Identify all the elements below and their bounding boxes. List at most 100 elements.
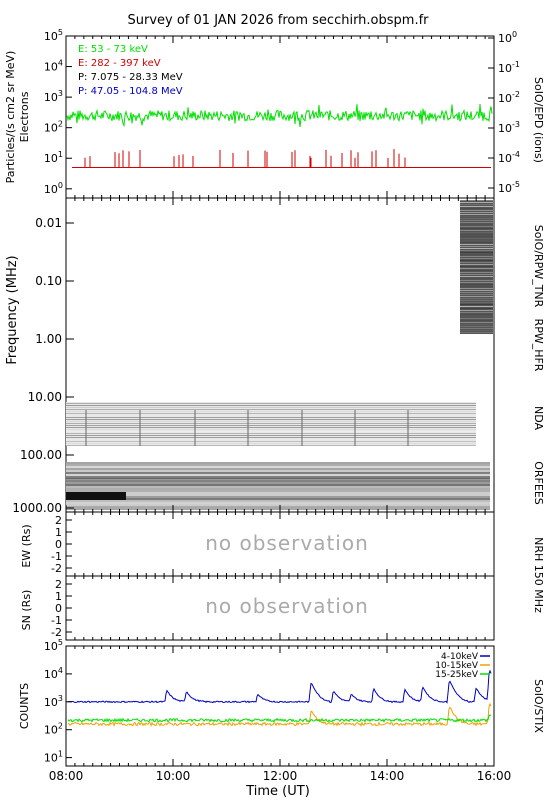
epd-plot-area [66,103,493,168]
stix-tick-label: 104 [44,666,63,681]
epd-right-tick-label: 100 [498,30,517,45]
orfees-band [66,462,490,464]
nrh-tick-label: -1 [51,614,62,627]
tnr-band [460,306,493,307]
tnr-band [460,310,493,311]
stix-tick-label: 101 [44,750,63,765]
spectro-instrument-label: RPW_HFR [532,319,545,372]
orfees-band [66,480,490,482]
tnr-band [460,256,493,257]
epd-right-tick-label: 10-2 [498,90,520,105]
stix-ylabel: COUNTS [18,683,31,729]
nrh-sn-ticks: 210-1-2 [51,578,72,639]
epd-left-tick-label: 105 [44,28,63,43]
epd-ylabel-right: SoIO/EPD (ions) [532,77,545,163]
stix-legend-item: 4-10keV [441,652,479,662]
orfees-band [66,496,490,498]
tnr-band [460,332,493,333]
nda-band [66,433,476,434]
tnr-band [460,320,493,321]
tnr-band [460,212,493,213]
nda-band [66,407,476,408]
epd-left-tick-label: 102 [44,120,63,135]
tnr-band [460,272,493,273]
spectro-tick-label: 1000.00 [12,501,62,515]
nda-band [66,405,476,406]
spectro-ylabel: Frequency (MHz) [5,255,20,364]
tnr-band [460,260,493,261]
stix-tick-label: 102 [44,722,63,737]
x-tick-label: 16:00 [477,769,512,783]
tnr-band [460,218,493,219]
tnr-band [460,284,493,285]
tnr-band [460,214,493,215]
orfees-dark-band [66,476,490,479]
nda-band [66,423,476,424]
tnr-band [460,226,493,227]
nrh-tick-label: 1 [55,590,62,603]
nda-band [66,413,476,414]
stix-frame [65,645,495,767]
tnr-band [460,292,493,293]
nda-band [66,441,476,442]
nrh-sn-frame [65,575,495,641]
tnr-band [460,228,493,229]
stix-series-10-15kev-line [67,702,492,728]
tnr-band [460,326,493,327]
nrh-tick-label: 0 [55,538,62,551]
tnr-band [460,208,493,209]
tnr-band [460,282,493,283]
tnr-band [460,258,493,259]
tnr-band [460,308,493,309]
spectro-tick-label: 100.00 [20,448,62,462]
nda-band [66,411,476,412]
tnr-band [460,238,493,239]
tnr-band [460,206,493,207]
orfees-band [66,498,490,500]
x-axis-label: Time (UT) [245,784,310,799]
epd-ylabel-2: Electrons [18,91,31,142]
x-tick-label: 12:00 [263,769,298,783]
tnr-band [460,330,493,331]
epd-legend-item: P: 7.075 - 28.33 MeV [78,72,183,83]
orfees-band [66,508,490,510]
epd-right-tick-label: 10-4 [498,150,520,165]
spectro-right-labels: SoIO/RPW_TNR RPW_HFR NDA ORFEES [532,225,545,505]
orfees-dark-band [66,492,126,500]
tnr-band [460,268,493,269]
orfees-band [66,464,490,466]
spectro-instrument-label: SoIO/RPW_TNR [532,225,545,308]
epd-right-tick-label: 10-3 [498,120,520,135]
tnr-band [460,324,493,325]
tnr-band [460,216,493,217]
orfees-band [66,490,490,492]
stix-legend-item: 10-15keV [435,661,479,671]
tnr-band [460,318,493,319]
orfees-band [66,500,490,502]
epd-left-tick-label: 101 [44,150,63,165]
tnr-band [460,264,493,265]
nda-band [66,435,476,436]
nrh-tick-label: -2 [51,626,62,639]
spectro-frame [65,197,495,513]
tnr-band [460,236,493,237]
nrh-ew-ticks: 210-1-2 [51,514,72,575]
tnr-band [460,230,493,231]
nda-band [66,419,476,420]
epd-ylabel-1: Particles/(s cm2 sr MeV) [4,51,17,184]
epd-left-ticks: 100 101 102 103 104 105 [44,28,72,196]
tnr-band [460,328,493,329]
spectrogram-image [66,200,493,510]
orfees-band [66,488,490,490]
tnr-band [460,286,493,287]
nrh-ew-frame [65,511,495,577]
tnr-band [460,322,493,323]
nrh-tick-label: 2 [55,578,62,591]
stix-plot-area [67,669,492,728]
nrh-ew-message: no observation [205,531,369,555]
stix-tick-label: 103 [44,694,63,709]
epd-left-tick-label: 103 [44,89,63,104]
tnr-band [460,276,493,277]
nda-band [66,437,476,438]
